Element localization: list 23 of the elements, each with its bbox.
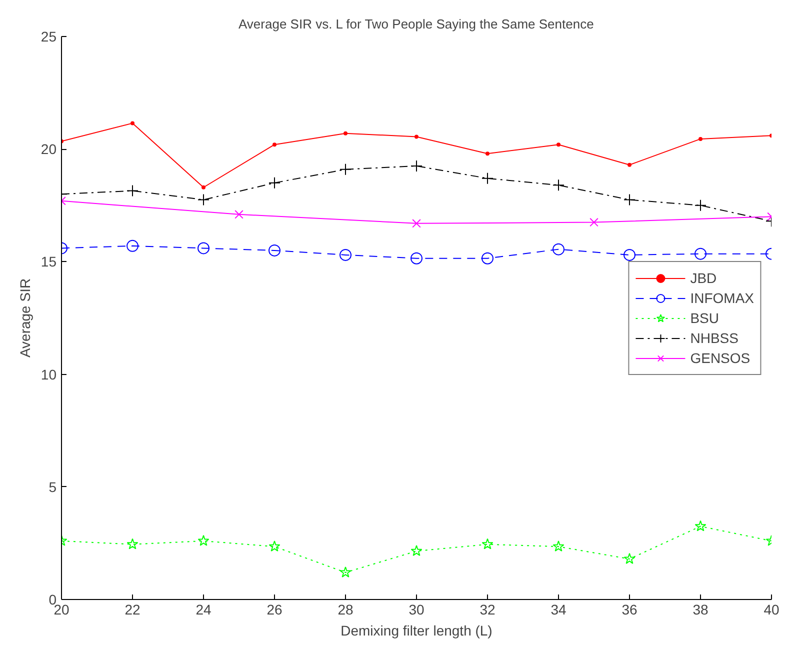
legend-label: NHBSS	[690, 330, 738, 346]
x-tick-label: 26	[266, 602, 282, 618]
x-tick-label: 32	[480, 602, 496, 618]
y-tick-label: 15	[40, 254, 57, 270]
legend-label: INFOMAX	[690, 290, 754, 306]
x-tick-label: 24	[196, 602, 212, 618]
x-tick-label: 36	[622, 602, 638, 618]
legend-label: JBD	[690, 270, 717, 286]
y-tick-label: 5	[48, 478, 57, 495]
x-tick-label: 22	[124, 602, 140, 618]
legend-label: BSU	[690, 310, 720, 326]
legend-label: GENSOS	[690, 350, 750, 366]
x-tick-label: 40	[764, 602, 780, 618]
y-tick-label: 25	[40, 28, 57, 44]
x-tick-label: 34	[550, 602, 566, 618]
x-tick-label: 30	[408, 602, 424, 618]
x-tick-label: 28	[338, 602, 354, 618]
y-tick-label: 10	[40, 366, 57, 382]
y-tick-label: 20	[40, 141, 57, 158]
chart-title: Average SIR vs. L for Two People Saying the Same Sentence	[238, 16, 594, 32]
x-tick-label: 38	[692, 602, 708, 618]
x-axis-title: Demixing filter length (L)	[340, 622, 492, 638]
y-axis-title: Average SIR	[16, 278, 33, 358]
